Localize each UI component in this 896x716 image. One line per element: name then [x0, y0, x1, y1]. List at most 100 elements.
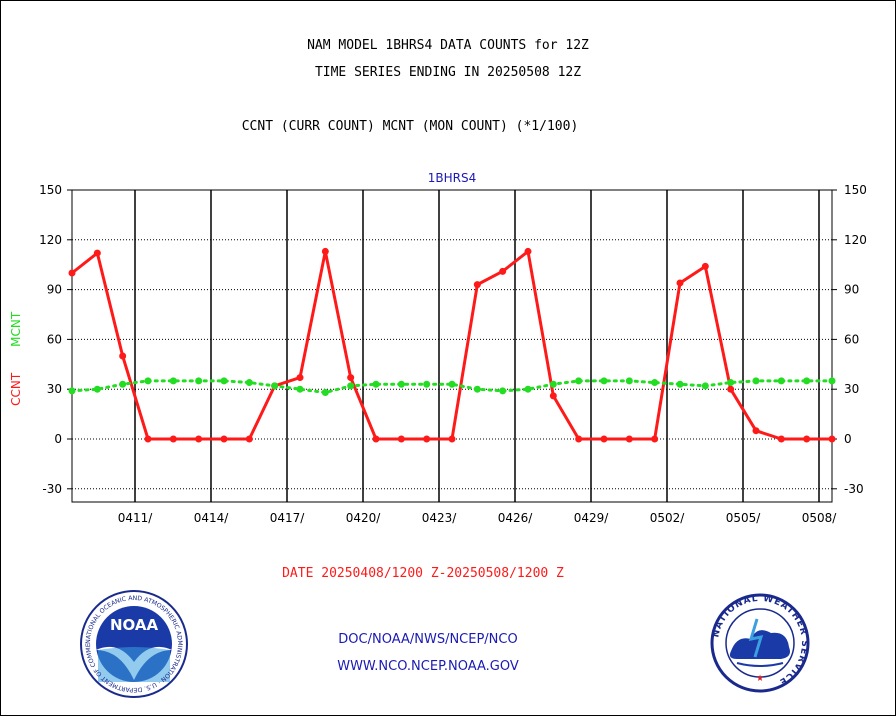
data-point-ccnt [372, 435, 380, 443]
data-point-ccnt [828, 435, 836, 443]
data-point-ccnt [777, 435, 785, 443]
nws-seal: NATIONAL WEATHER SERVICE ★ [710, 593, 810, 693]
data-point-mcnt [625, 377, 633, 385]
y-tick-label-right: 0 [844, 432, 852, 446]
data-point-ccnt [119, 352, 127, 360]
time-series-chart: -30 -30 0 0 30 30 60 60 90 90 120 120 150 150 0411/041… [9, 171, 867, 525]
data-point-mcnt [651, 379, 659, 387]
data-point-mcnt [473, 385, 481, 393]
chart-subtitle: CCNT (CURR COUNT) MCNT (MON COUNT) (*1/1… [241, 119, 579, 134]
data-point-ccnt [68, 269, 76, 277]
data-point-ccnt [473, 281, 481, 289]
data-point-ccnt [195, 435, 203, 443]
grid-layer [72, 190, 832, 502]
label-layer: -30 -30 0 0 30 30 60 60 90 90 120 120 150 150 0411/041… [9, 171, 867, 525]
y-tick-label-right: 150 [844, 183, 867, 197]
data-point-mcnt [803, 377, 811, 385]
x-tick-label: 0429/ [574, 511, 610, 525]
data-point-mcnt [195, 377, 203, 385]
data-point-ccnt [169, 435, 177, 443]
data-point-mcnt [524, 385, 532, 393]
data-point-ccnt [575, 435, 583, 443]
data-point-ccnt [676, 279, 684, 287]
svg-text:★: ★ [756, 674, 764, 684]
data-point-ccnt [321, 247, 329, 255]
x-tick-label: 0423/ [422, 511, 458, 525]
data-point-mcnt [499, 387, 507, 395]
x-tick-label: 0414/ [194, 511, 230, 525]
data-point-ccnt [625, 435, 633, 443]
data-point-mcnt [296, 385, 304, 393]
chart-title-line1: NAM MODEL 1BHRS4 DATA COUNTS for 12Z [307, 38, 589, 53]
data-point-mcnt [777, 377, 785, 385]
data-point-mcnt [600, 377, 608, 385]
data-point-ccnt [549, 392, 557, 400]
data-point-mcnt [169, 377, 177, 385]
data-point-mcnt [271, 382, 279, 390]
data-point-ccnt [144, 435, 152, 443]
y-tick-label-left: 150 [39, 183, 62, 197]
x-tick-label: 0426/ [498, 511, 534, 525]
data-point-mcnt [549, 380, 557, 388]
y-axis-label-group: CCNT MCNT [9, 311, 23, 406]
x-tick-label: 0420/ [346, 511, 382, 525]
y-tick-label-right: 30 [844, 382, 859, 396]
noaa-seal: NOAA NATIONAL OCEANIC AND ATMOSPHERIC AD… [78, 588, 188, 698]
y-axis-label-mcnt: MCNT [9, 311, 23, 347]
data-point-mcnt [676, 380, 684, 388]
y-tick-label-right: 90 [844, 283, 859, 297]
x-tick-label: 0417/ [270, 511, 306, 525]
noaa-logo-text: NOAA [110, 616, 159, 634]
data-point-mcnt [144, 377, 152, 385]
data-point-mcnt [220, 377, 228, 385]
y-tick-label-left: 60 [47, 332, 62, 346]
data-point-mcnt [423, 380, 431, 388]
series-layer [68, 247, 836, 443]
data-point-mcnt [397, 380, 405, 388]
data-point-mcnt [701, 382, 709, 390]
x-tick-label: 0508/ [802, 511, 838, 525]
data-point-mcnt [321, 389, 329, 397]
data-point-mcnt [119, 380, 127, 388]
chart-title-line2: TIME SERIES ENDING IN 20250508 12Z [314, 65, 582, 80]
series-line-ccnt [70, 249, 834, 441]
y-tick-label-left: 30 [47, 382, 62, 396]
data-point-mcnt [93, 385, 101, 393]
org-path-link[interactable]: DOC/NOAA/NWS/NCEP/NCO [338, 632, 518, 647]
data-point-ccnt [701, 262, 709, 270]
plot-border [71, 189, 833, 503]
data-point-mcnt [752, 377, 760, 385]
data-point-ccnt [651, 435, 659, 443]
website-link[interactable]: WWW.NCO.NCEP.NOAA.GOV [337, 659, 519, 674]
y-tick-label-left: 120 [39, 233, 62, 247]
data-point-ccnt [347, 374, 355, 382]
panel-label: 1BHRS4 [428, 171, 476, 185]
y-tick-label-left: 90 [47, 283, 62, 297]
data-point-ccnt [727, 385, 735, 393]
data-point-ccnt [245, 435, 253, 443]
data-point-ccnt [524, 247, 532, 255]
date-range-label: DATE 20250408/1200 Z-20250508/1200 Z [282, 566, 564, 581]
data-point-ccnt [220, 435, 228, 443]
data-point-ccnt [423, 435, 431, 443]
data-point-mcnt [245, 379, 253, 387]
y-tick-label-left: -30 [42, 482, 62, 496]
y-tick-label-right: 60 [844, 332, 859, 346]
data-point-mcnt [828, 377, 836, 385]
data-point-ccnt [448, 435, 456, 443]
data-point-ccnt [296, 374, 304, 382]
data-point-ccnt [803, 435, 811, 443]
data-point-mcnt [347, 382, 355, 390]
data-point-ccnt [752, 427, 760, 435]
data-point-mcnt [448, 380, 456, 388]
x-tick-label: 0505/ [726, 511, 762, 525]
y-tick-label-right: -30 [844, 482, 864, 496]
y-tick-label-right: 120 [844, 233, 867, 247]
data-point-mcnt [68, 387, 76, 395]
axis-layer [67, 189, 837, 503]
data-point-mcnt [727, 379, 735, 387]
x-tick-label: 0502/ [650, 511, 686, 525]
data-point-mcnt [372, 380, 380, 388]
data-point-ccnt [93, 249, 101, 257]
data-point-ccnt [600, 435, 608, 443]
